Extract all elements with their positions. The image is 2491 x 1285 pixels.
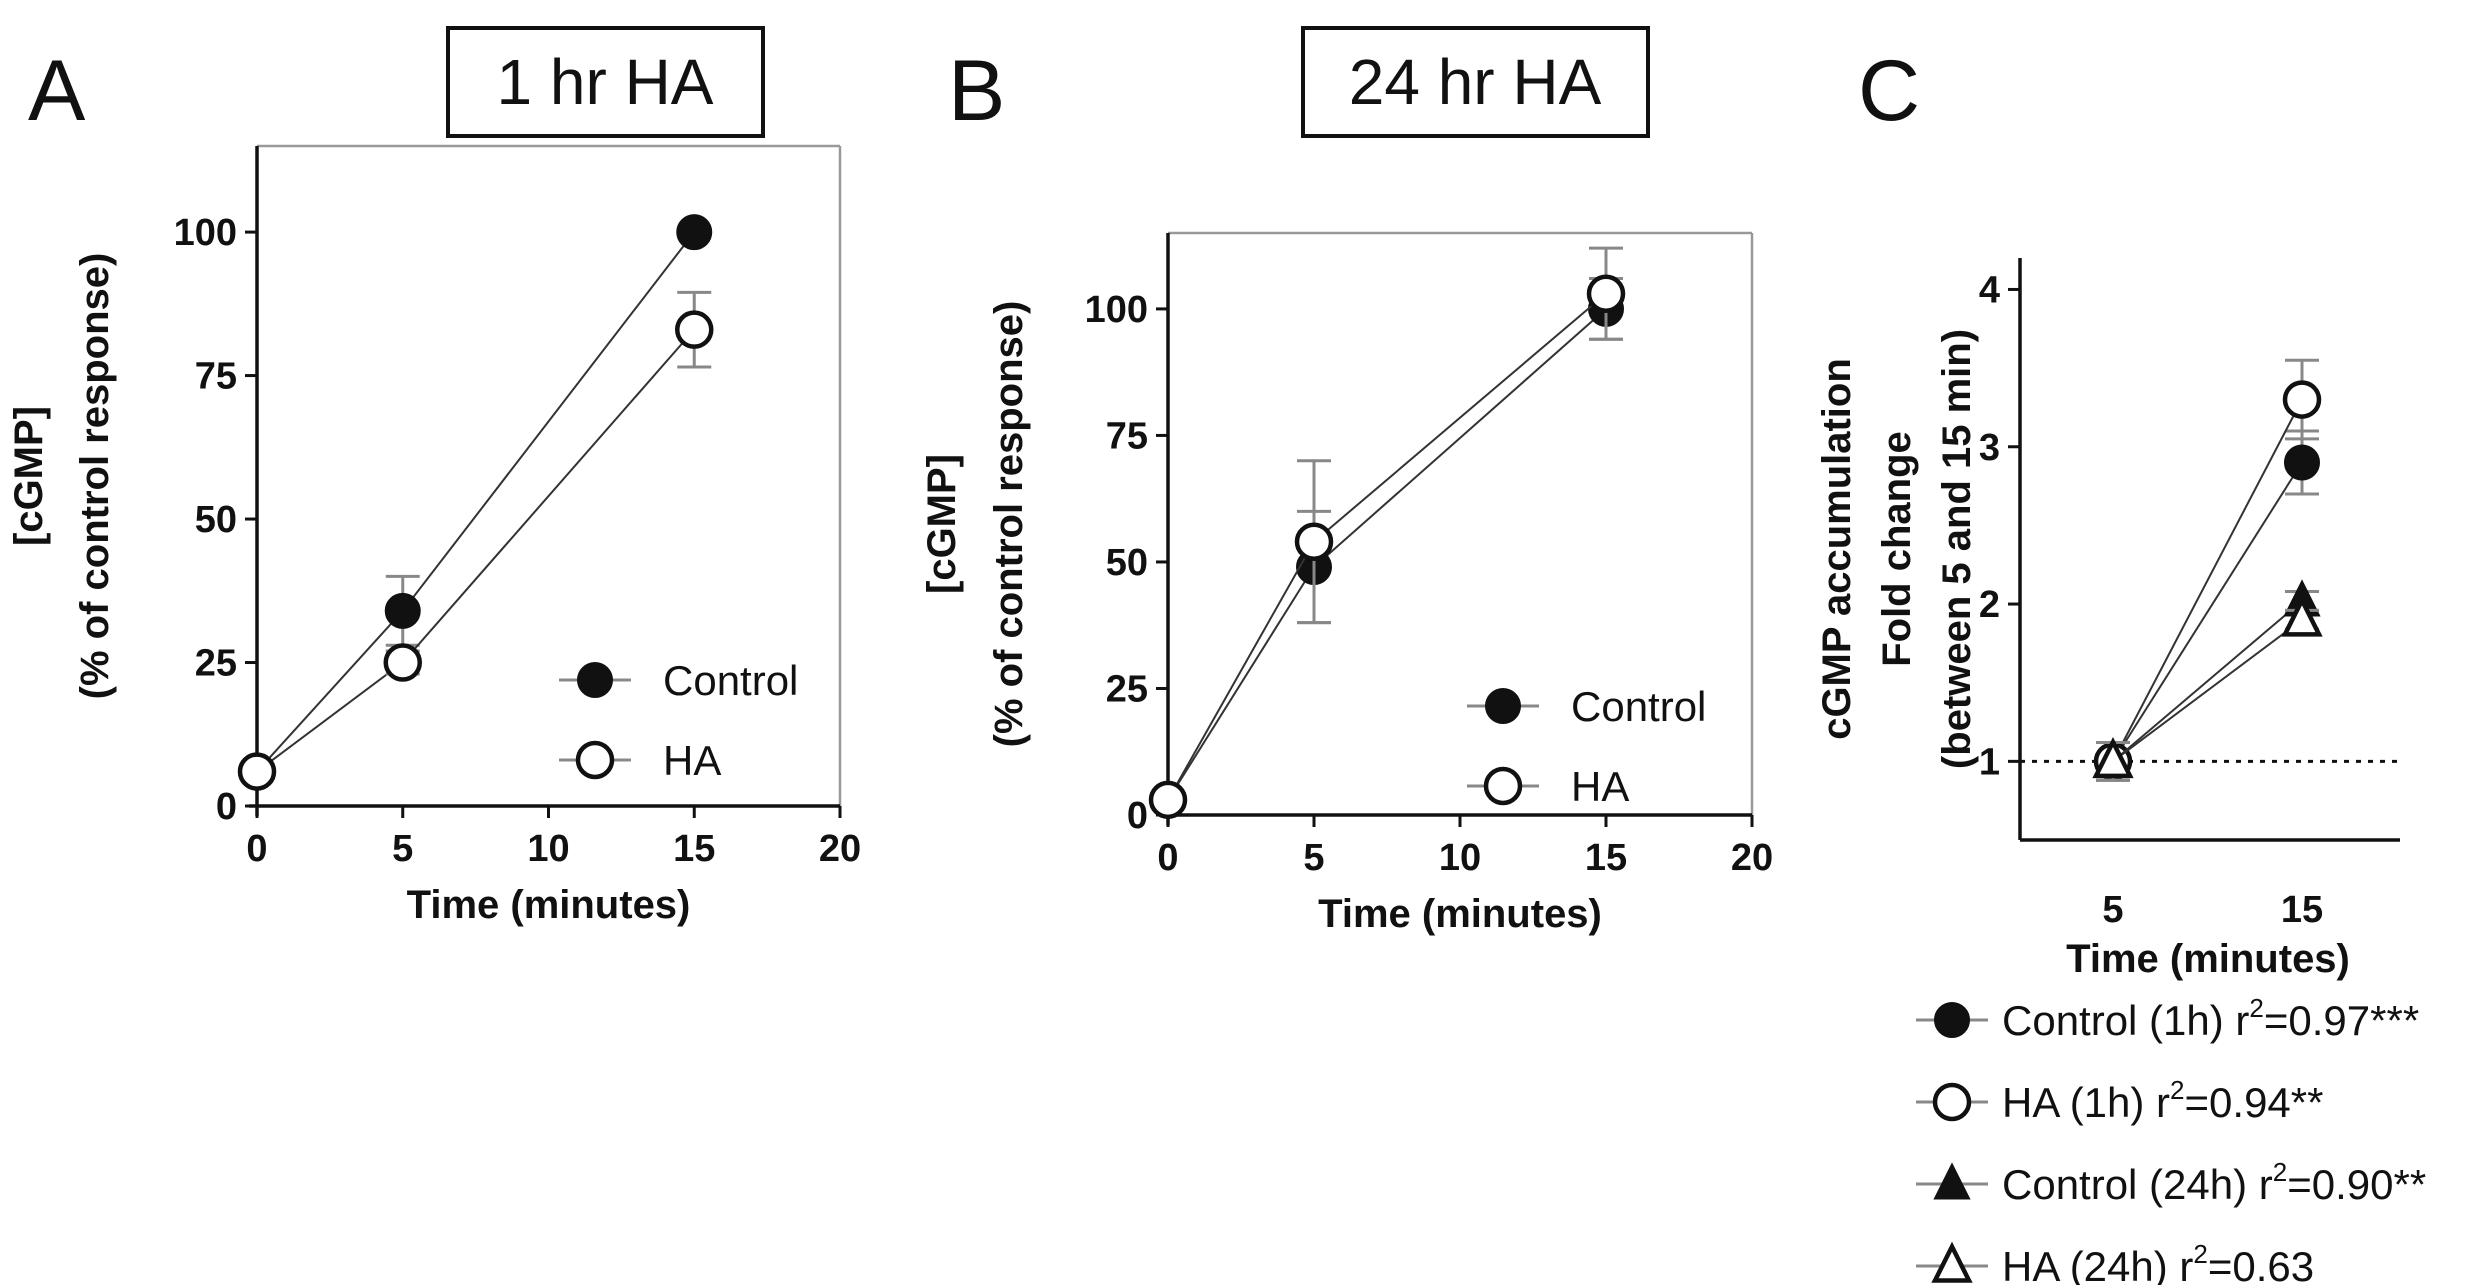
series-3 bbox=[2092, 595, 2323, 782]
data-point-control-1 bbox=[384, 592, 421, 629]
legend-label-ha: HA bbox=[663, 737, 721, 784]
legend-marker-ha bbox=[1483, 766, 1523, 806]
y-tick-label-50: 50 bbox=[195, 499, 237, 541]
data-point-ha-0 bbox=[1148, 780, 1188, 820]
x-axis-title: Time (minutes) bbox=[1318, 892, 1602, 936]
x-tick-label-0: 0 bbox=[1157, 837, 1178, 879]
data-point-0-1 bbox=[2284, 444, 2320, 481]
y-tick-label-0: 0 bbox=[1127, 795, 1148, 837]
y-tick-label-25: 25 bbox=[195, 643, 237, 685]
y-axis-title-line1: cGMP accumulation bbox=[1815, 358, 1859, 740]
legend-marker-ha bbox=[575, 740, 615, 780]
title-box-b: 24 hr HA bbox=[1301, 26, 1650, 138]
data-point-3-0 bbox=[2092, 736, 2134, 779]
legend-marker-control bbox=[1485, 688, 1521, 724]
data-point-control-2 bbox=[676, 214, 713, 251]
y-tick-label-100: 100 bbox=[1085, 289, 1148, 331]
title-box-frame-a bbox=[446, 26, 765, 138]
panel-letter-a: A bbox=[28, 43, 86, 139]
y-tick-label-4: 4 bbox=[1979, 269, 2000, 311]
x-tick-label-0: 0 bbox=[246, 828, 267, 870]
legend-item-3: HA (24h) r2=0.63 bbox=[1916, 1239, 2314, 1285]
title-a: 1 hr HA bbox=[497, 46, 714, 118]
legend-label-0: Control (1h) r2=0.97*** bbox=[2002, 993, 2419, 1044]
title-box-a: 1 hr HA bbox=[446, 26, 765, 138]
y-tick-label-1: 1 bbox=[1979, 741, 2000, 783]
chart-panel-b: 0 5 10 15 20 0 25 50 75 100 Time (minutes) [cGMP] (%… bbox=[920, 231, 1773, 936]
x-tick-label-15: 15 bbox=[673, 828, 715, 870]
y-tick-label-25: 25 bbox=[1106, 668, 1148, 710]
data-point-ha-1 bbox=[383, 643, 422, 682]
data-point-ha-1 bbox=[1294, 522, 1334, 561]
chart-panel-c: 1 2 3 4 5 15 Time (minutes) cGMP accumulation Fo… bbox=[1815, 258, 2426, 1285]
y-axis-title-line2: Fold change bbox=[1875, 431, 1919, 667]
panel-letter-b: B bbox=[948, 43, 1005, 139]
title-box-frame-b bbox=[1301, 26, 1650, 138]
x-tick-label-20: 20 bbox=[1731, 837, 1773, 879]
y-axis-title-line2: (% of control response) bbox=[73, 253, 117, 700]
series-1 bbox=[2093, 358, 2322, 782]
legend-label-control: Control bbox=[1571, 683, 1706, 730]
data-point-ha-2 bbox=[1586, 274, 1626, 313]
data-point-3-1 bbox=[2281, 595, 2323, 637]
y-axis-title-line3: (between 5 and 15 min) bbox=[1935, 329, 1979, 769]
chart-panel-a: 0 5 10 15 20 0 25 50 75 100 Time (minutes) [cGMP] (%… bbox=[7, 144, 861, 927]
legend-item-2: Control (24h) r2=0.90** bbox=[1916, 1157, 2426, 1208]
x-tick-label-5: 5 bbox=[392, 828, 413, 870]
x-tick-label-5: 5 bbox=[2102, 889, 2123, 931]
legend-item-0: Control (1h) r2=0.97*** bbox=[1916, 993, 2419, 1044]
data-point-1-1 bbox=[2282, 380, 2322, 419]
legend-label-1: HA (1h) r2=0.94** bbox=[2002, 1075, 2323, 1126]
legend-label-ha: HA bbox=[1571, 763, 1629, 810]
y-axis-title-line2: (% of control response) bbox=[987, 301, 1031, 748]
y-tick-label-0: 0 bbox=[216, 786, 237, 828]
legend-item-control: Control bbox=[1467, 683, 1706, 730]
legend-item-ha: HA bbox=[559, 737, 721, 784]
legend-item-1: HA (1h) r2=0.94** bbox=[1916, 1075, 2323, 1126]
legend-label-2: Control (24h) r2=0.90** bbox=[2002, 1157, 2426, 1208]
y-tick-label-3: 3 bbox=[1979, 427, 2000, 469]
legend-label-3: HA (24h) r2=0.63 bbox=[2002, 1239, 2314, 1285]
x-axis-title: Time (minutes) bbox=[407, 883, 691, 927]
series-line-ha bbox=[256, 328, 696, 773]
legend-item-ha: HA bbox=[1467, 763, 1629, 810]
series-ha bbox=[237, 290, 714, 791]
legend-marker-control bbox=[577, 662, 613, 698]
legend-marker-1 bbox=[1932, 1082, 1972, 1122]
series-control bbox=[239, 214, 713, 790]
x-axis-title: Time (minutes) bbox=[2066, 937, 2350, 981]
series-control bbox=[1150, 277, 1624, 818]
y-tick-label-75: 75 bbox=[1106, 415, 1148, 457]
y-axis-title-line1: [cGMP] bbox=[920, 454, 964, 594]
y-axis-title-line1: [cGMP] bbox=[7, 406, 51, 546]
x-tick-label-5: 5 bbox=[1303, 837, 1324, 879]
series-line-control bbox=[256, 231, 696, 773]
title-b: 24 hr HA bbox=[1349, 46, 1602, 118]
x-tick-label-20: 20 bbox=[819, 828, 861, 870]
x-tick-label-15: 15 bbox=[2281, 889, 2323, 931]
x-tick-label-10: 10 bbox=[1439, 837, 1481, 879]
legend-item-control: Control bbox=[559, 657, 798, 704]
series-line-3 bbox=[2112, 618, 2303, 763]
y-tick-label-75: 75 bbox=[195, 356, 237, 398]
y-tick-label-100: 100 bbox=[174, 212, 237, 254]
series-line-0 bbox=[2112, 461, 2303, 762]
x-tick-label-10: 10 bbox=[527, 828, 569, 870]
x-tick-label-15: 15 bbox=[1585, 837, 1627, 879]
panel-letter-c: C bbox=[1858, 43, 1920, 139]
series-line-2 bbox=[2112, 600, 2303, 763]
series-line-1 bbox=[2112, 399, 2303, 762]
y-tick-label-50: 50 bbox=[1106, 542, 1148, 584]
legend-marker-0 bbox=[1934, 1002, 1970, 1038]
series-line-ha bbox=[1167, 292, 1607, 801]
series-ha bbox=[1148, 246, 1626, 820]
legend-marker-3 bbox=[1931, 1241, 1973, 1283]
legend-label-control: Control bbox=[663, 657, 798, 704]
y-tick-label-2: 2 bbox=[1979, 584, 2000, 626]
legend-marker-2 bbox=[1933, 1162, 1971, 1200]
data-point-ha-0 bbox=[237, 752, 277, 791]
series-line-control bbox=[1167, 308, 1607, 801]
data-point-ha-2 bbox=[675, 310, 714, 349]
